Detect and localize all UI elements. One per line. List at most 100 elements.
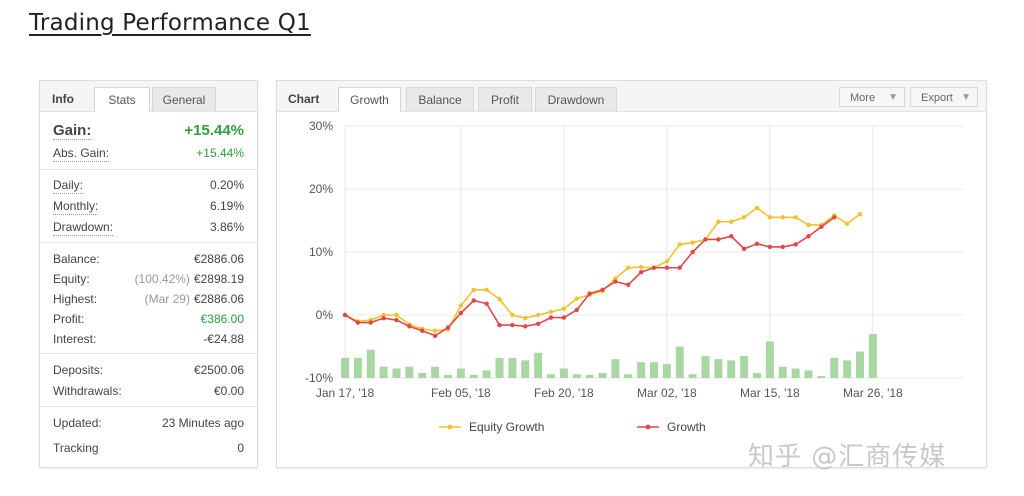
- equity-growth-point: [677, 242, 682, 247]
- equity-growth-legend-label: Equity Growth: [469, 420, 544, 434]
- growth-point: [600, 287, 605, 292]
- growth-point: [716, 237, 721, 242]
- growth-point: [613, 279, 618, 284]
- equity-growth-point: [626, 265, 631, 270]
- export-dropdown[interactable]: Export ▼: [910, 87, 978, 107]
- daily-bar: [431, 366, 440, 378]
- tab-growth[interactable]: Growth: [338, 87, 401, 112]
- growth-point: [510, 322, 515, 328]
- growth-point: [497, 322, 502, 328]
- updated-label: Updated:: [53, 416, 102, 430]
- equity-growth-point: [741, 215, 747, 220]
- abs-gain-label[interactable]: Abs. Gain:: [53, 146, 110, 162]
- equity-growth-legend-marker: [447, 424, 453, 430]
- interest-value: -€24.88: [203, 332, 244, 346]
- equity-growth-point: [484, 287, 489, 292]
- monthly-label[interactable]: Monthly:: [53, 199, 99, 215]
- triangle-down-icon: ▼: [961, 92, 971, 103]
- daily-bar: [482, 370, 491, 378]
- growth-point: [355, 320, 361, 325]
- equity-value: €2898.19: [193, 272, 244, 286]
- daily-bar: [637, 362, 646, 378]
- tab-drawdown[interactable]: Drawdown: [535, 87, 617, 111]
- growth-point: [342, 312, 348, 318]
- tab-stats[interactable]: Stats: [94, 87, 150, 112]
- daily-bar: [650, 362, 658, 378]
- equity-growth-point: [458, 303, 464, 308]
- equity-growth-point: [497, 297, 502, 302]
- daily-bar: [495, 357, 504, 378]
- drawdown-label[interactable]: Drawdown:: [53, 220, 114, 236]
- growth-point: [832, 215, 837, 220]
- monthly-value: 6.19%: [209, 199, 244, 213]
- growth-point: [729, 234, 734, 239]
- daily-bar: [830, 357, 839, 378]
- profit-label: Profit:: [53, 312, 85, 326]
- equity-growth-line: [344, 206, 861, 332]
- daily-bar: [456, 368, 465, 378]
- equity-value-group: (100.42%) €2898.19: [135, 271, 244, 287]
- growth-point: [664, 265, 670, 270]
- growth-point: [394, 317, 399, 323]
- page-title: Trading Performance Q1: [29, 10, 311, 36]
- equity-growth-point: [664, 259, 670, 264]
- growth-line: [344, 216, 835, 337]
- daily-bar: [753, 372, 761, 378]
- daily-bar: [598, 372, 607, 378]
- daily-bar: [521, 360, 530, 378]
- tab-general[interactable]: General: [152, 87, 216, 111]
- tab-chart[interactable]: Chart: [288, 92, 320, 106]
- daily-bar: [366, 349, 375, 378]
- daily-label[interactable]: Daily:: [53, 178, 84, 194]
- growth-point: [561, 315, 567, 320]
- gain-label[interactable]: Gain:: [53, 122, 92, 140]
- tab-info[interactable]: Info: [52, 92, 74, 106]
- highest-label: Highest:: [53, 292, 98, 306]
- equity-growth-point: [510, 312, 515, 318]
- growth-point: [767, 244, 773, 250]
- equity-label: Equity:: [53, 272, 90, 286]
- equity-growth-point: [793, 215, 798, 220]
- growth-point: [574, 307, 579, 313]
- highest-row: Highest: (Mar 29) €2886.06: [53, 291, 244, 307]
- growth-point: [793, 242, 798, 247]
- x-tick-label: Mar 15, '18: [740, 386, 800, 400]
- tracking-value: 0: [237, 441, 244, 455]
- monthly-row: Monthly: 6.19%: [53, 198, 244, 215]
- interest-row: Interest: -€24.88: [53, 331, 244, 347]
- equity-row: Equity: (100.42%) €2898.19: [53, 271, 244, 287]
- equity-growth-point: [574, 296, 579, 301]
- daily-bar: [662, 364, 671, 378]
- growth-point: [703, 237, 708, 242]
- growth-point: [741, 246, 747, 252]
- equity-growth-point: [729, 219, 734, 224]
- x-tick-label: Jan 17, '18: [316, 386, 375, 400]
- daily-bar: [392, 368, 401, 378]
- watermark: 知乎 @汇商传媒: [748, 442, 947, 472]
- withdrawals-label: Withdrawals:: [53, 384, 122, 398]
- daily-bar: [611, 359, 620, 378]
- daily-bar: [765, 341, 774, 378]
- more-dropdown[interactable]: More ▼: [839, 87, 905, 107]
- daily-bar: [379, 366, 388, 378]
- highest-date: (Mar 29): [144, 292, 190, 306]
- daily-bar: [572, 374, 581, 378]
- equity-growth-point: [535, 312, 541, 318]
- gain-row: Gain: +15.44%: [53, 122, 244, 140]
- x-tick-label: Mar 26, '18: [843, 386, 903, 400]
- growth-point: [484, 301, 489, 306]
- equity-growth-point: [806, 222, 811, 228]
- balance-label: Balance:: [53, 252, 100, 266]
- daily-bar: [701, 355, 710, 378]
- daily-value: 0.20%: [209, 178, 244, 192]
- growth-point: [548, 315, 554, 320]
- tab-balance[interactable]: Balance: [406, 87, 474, 111]
- growth-point: [368, 320, 373, 325]
- daily-bar: [868, 333, 877, 378]
- daily-bar: [444, 374, 452, 378]
- export-label: Export: [921, 92, 953, 104]
- growth-point: [535, 321, 541, 327]
- stats-panel: Info Stats General Gain: +15.44% Abs. Ga…: [39, 80, 258, 468]
- profit-value: €386.00: [200, 312, 244, 326]
- tab-profit[interactable]: Profit: [478, 87, 532, 111]
